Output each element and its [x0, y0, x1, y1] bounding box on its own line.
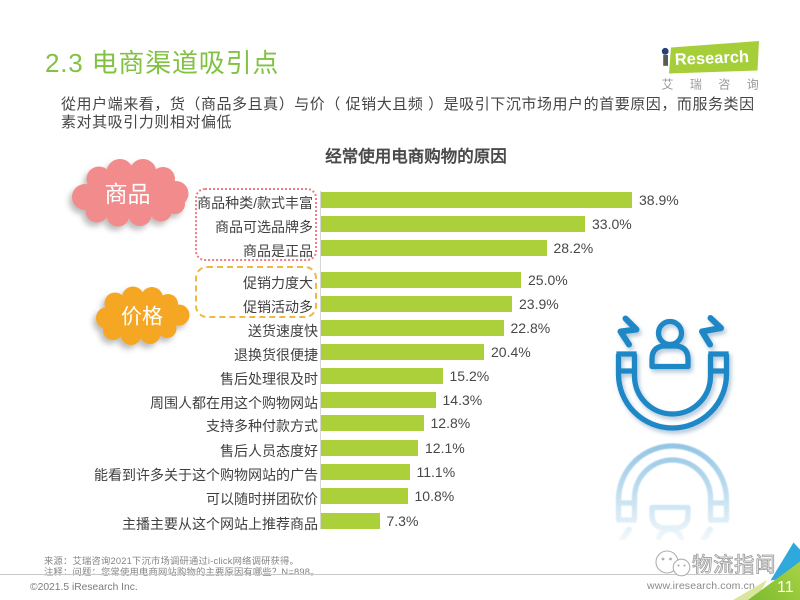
- svg-text:价格: 价格: [121, 306, 163, 329]
- svg-text:物流指闻: 物流指闻: [692, 554, 776, 577]
- svg-text:商品: 商品: [105, 181, 151, 207]
- svg-text:11: 11: [777, 579, 794, 596]
- svg-text:Research: Research: [674, 48, 749, 69]
- svg-text:艾瑞咨询: 艾瑞咨询: [662, 77, 776, 92]
